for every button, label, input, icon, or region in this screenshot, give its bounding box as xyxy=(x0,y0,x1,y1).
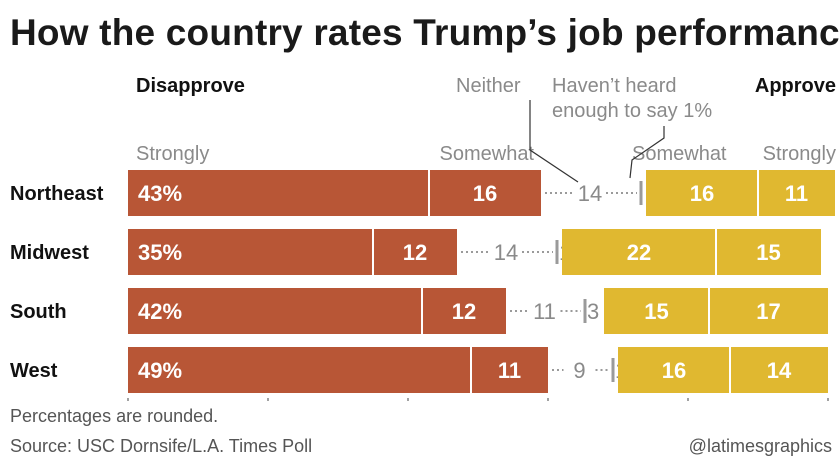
bar-strongly-approve xyxy=(716,229,821,275)
data-label-somewhat-approve: 22 xyxy=(627,240,651,265)
bar-strongly-disapprove xyxy=(128,229,373,275)
bar-strongly-disapprove xyxy=(128,170,429,216)
data-label-strongly-approve: 14 xyxy=(767,358,792,383)
data-label-strongly-disapprove: 42% xyxy=(138,299,182,324)
column-label-somewhat-disapprove: Somewhat xyxy=(440,143,535,165)
data-label-strongly-approve: 17 xyxy=(756,299,780,324)
credit-line: @latimesgraphics xyxy=(688,436,832,456)
category-label: South xyxy=(10,301,67,323)
data-label-neither: 11 xyxy=(533,299,556,324)
data-label-somewhat-approve: 15 xyxy=(644,299,668,324)
data-label-havent-heard: 3 xyxy=(587,299,599,324)
bar-strongly-approve xyxy=(709,288,828,334)
data-label-neither: 9 xyxy=(573,358,585,383)
havent-heard-line-1: Haven’t heard xyxy=(552,75,677,97)
bar-somewhat-approve xyxy=(604,288,709,334)
data-label-strongly-disapprove: 35% xyxy=(138,240,182,265)
category-label: Midwest xyxy=(10,242,89,264)
bar-somewhat-approve xyxy=(646,170,758,216)
bar-strongly-disapprove xyxy=(128,288,422,334)
data-label-somewhat-disapprove: 16 xyxy=(473,181,497,206)
data-label-somewhat-approve: 16 xyxy=(662,358,686,383)
column-label-strongly-disapprove: Strongly xyxy=(136,143,209,165)
group-label-disapprove: Disapprove xyxy=(136,75,245,97)
neither-leader-line xyxy=(529,100,579,183)
data-label-neither: 14 xyxy=(494,240,518,265)
data-label-somewhat-approve: 16 xyxy=(690,181,714,206)
category-label: West xyxy=(10,360,58,382)
bar-somewhat-disapprove xyxy=(373,229,457,275)
footnote: Percentages are rounded. xyxy=(10,406,219,426)
group-label-approve: Approve xyxy=(755,75,836,97)
data-label-strongly-approve: 15 xyxy=(756,240,780,265)
data-label-somewhat-disapprove: 12 xyxy=(452,299,476,324)
bar-somewhat-approve xyxy=(618,347,730,393)
bar-somewhat-approve xyxy=(562,229,716,275)
column-label-neither: Neither xyxy=(456,75,521,97)
bar-somewhat-disapprove xyxy=(471,347,548,393)
data-label-somewhat-disapprove: 11 xyxy=(498,358,521,383)
havent-heard-line-2: enough to say 1% xyxy=(552,100,712,122)
data-label-strongly-disapprove: 49% xyxy=(138,358,182,383)
chart-title: How the country rates Trump’s job perfor… xyxy=(10,12,840,53)
data-label-strongly-approve: 11 xyxy=(785,181,808,206)
data-label-neither: 14 xyxy=(578,181,602,206)
column-label-strongly-approve: Strongly xyxy=(763,143,836,165)
bar-strongly-disapprove xyxy=(128,347,471,393)
bar-strongly-approve xyxy=(730,347,828,393)
column-label-somewhat-approve: Somewhat xyxy=(632,143,727,165)
source-line: Source: USC Dornsife/L.A. Times Poll xyxy=(10,436,313,456)
data-label-strongly-disapprove: 43% xyxy=(138,181,182,206)
bar-strongly-approve xyxy=(758,170,835,216)
category-label: Northeast xyxy=(10,183,104,205)
data-label-somewhat-disapprove: 12 xyxy=(403,240,427,265)
bar-somewhat-disapprove xyxy=(429,170,541,216)
column-label-havent-heard: Haven’t heard enough to say 1% xyxy=(552,75,712,122)
bar-somewhat-disapprove xyxy=(422,288,506,334)
havent-heard-leader-line xyxy=(629,126,665,179)
